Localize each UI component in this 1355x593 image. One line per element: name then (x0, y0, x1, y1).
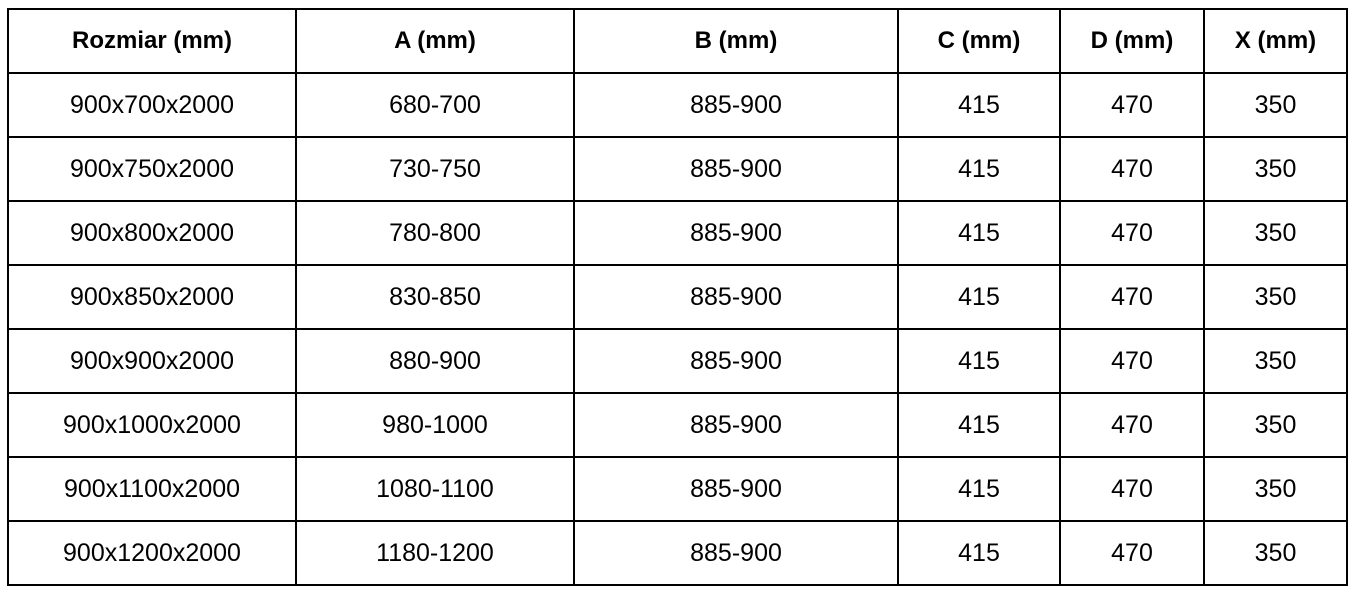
table-cell: 880-900 (295, 328, 575, 394)
table-cell: 470 (1059, 264, 1205, 330)
table-cell: 900x700x2000 (7, 72, 297, 138)
table-cell: 415 (897, 200, 1061, 266)
table-row: 900x800x2000 780-800 885-900 415 470 350 (7, 200, 1348, 266)
header-row: Rozmiar (mm) A (mm) B (mm) C (mm) D (mm) X (m… (7, 8, 1348, 74)
table-row: 900x1100x2000 1080-1100 885-900 415 470 350 (7, 456, 1348, 522)
table-cell: 350 (1203, 456, 1348, 522)
table-cell: 900x850x2000 (7, 264, 297, 330)
table-cell: 885-900 (573, 456, 899, 522)
table-cell: 900x1200x2000 (7, 520, 297, 586)
column-header: X (mm) (1203, 8, 1348, 74)
column-header: B (mm) (573, 8, 899, 74)
table-cell: 470 (1059, 72, 1205, 138)
table-cell: 415 (897, 72, 1061, 138)
table-cell: 415 (897, 520, 1061, 586)
table-cell: 415 (897, 456, 1061, 522)
table-row: 900x750x2000 730-750 885-900 415 470 350 (7, 136, 1348, 202)
table-cell: 470 (1059, 456, 1205, 522)
table-cell: 415 (897, 392, 1061, 458)
table-cell: 900x750x2000 (7, 136, 297, 202)
table-cell: 350 (1203, 136, 1348, 202)
table-cell: 350 (1203, 520, 1348, 586)
table-row: 900x900x2000 880-900 885-900 415 470 350 (7, 328, 1348, 394)
table-cell: 350 (1203, 72, 1348, 138)
table-cell: 885-900 (573, 520, 899, 586)
table-cell: 900x1100x2000 (7, 456, 297, 522)
table-cell: 470 (1059, 520, 1205, 586)
table-row: 900x1000x2000 980-1000 885-900 415 470 350 (7, 392, 1348, 458)
table-cell: 885-900 (573, 200, 899, 266)
table-cell: 885-900 (573, 392, 899, 458)
table-cell: 350 (1203, 392, 1348, 458)
table-cell: 470 (1059, 200, 1205, 266)
table-cell: 885-900 (573, 264, 899, 330)
table-cell: 1080-1100 (295, 456, 575, 522)
table-cell: 470 (1059, 392, 1205, 458)
table-cell: 415 (897, 328, 1061, 394)
table-cell: 415 (897, 136, 1061, 202)
table-cell: 830-850 (295, 264, 575, 330)
table-row: 900x700x2000 680-700 885-900 415 470 350 (7, 72, 1348, 138)
column-header: Rozmiar (mm) (7, 8, 297, 74)
table-cell: 730-750 (295, 136, 575, 202)
table-row: 900x850x2000 830-850 885-900 415 470 350 (7, 264, 1348, 330)
table-cell: 885-900 (573, 328, 899, 394)
table-cell: 415 (897, 264, 1061, 330)
table-cell: 780-800 (295, 200, 575, 266)
table-cell: 470 (1059, 328, 1205, 394)
table-cell: 900x800x2000 (7, 200, 297, 266)
column-header: A (mm) (295, 8, 575, 74)
table-cell: 900x1000x2000 (7, 392, 297, 458)
column-header: D (mm) (1059, 8, 1205, 74)
column-header: C (mm) (897, 8, 1061, 74)
dimensions-table: Rozmiar (mm) A (mm) B (mm) C (mm) D (mm) X (m… (7, 8, 1348, 586)
table-cell: 470 (1059, 136, 1205, 202)
table-cell: 350 (1203, 264, 1348, 330)
table-cell: 350 (1203, 200, 1348, 266)
table-row: 900x1200x2000 1180-1200 885-900 415 470 350 (7, 520, 1348, 586)
table-cell: 680-700 (295, 72, 575, 138)
table-cell: 900x900x2000 (7, 328, 297, 394)
table-cell: 885-900 (573, 136, 899, 202)
table-cell: 1180-1200 (295, 520, 575, 586)
table-cell: 350 (1203, 328, 1348, 394)
table-cell: 885-900 (573, 72, 899, 138)
table-cell: 980-1000 (295, 392, 575, 458)
